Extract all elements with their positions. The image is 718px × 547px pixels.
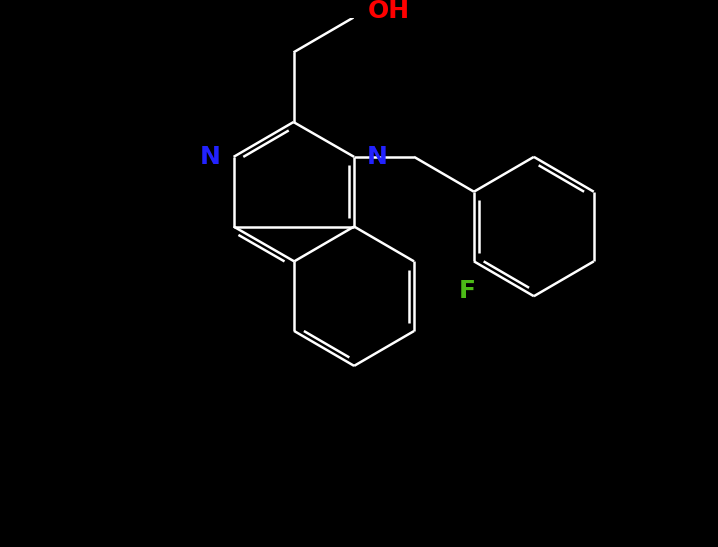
Text: OH: OH [368,0,409,22]
Text: N: N [367,145,388,169]
Text: N: N [200,145,221,169]
Text: F: F [459,279,475,303]
